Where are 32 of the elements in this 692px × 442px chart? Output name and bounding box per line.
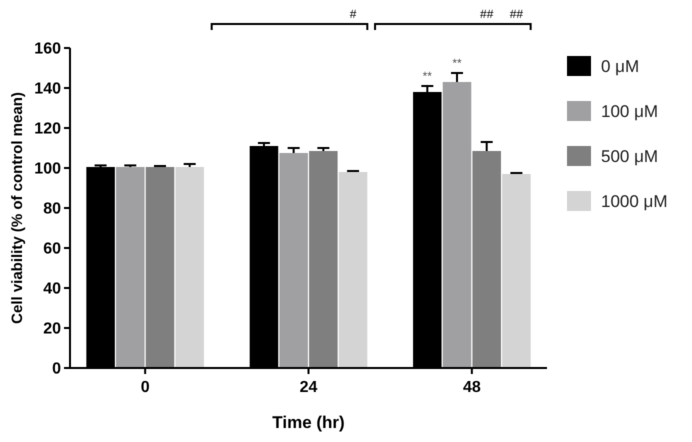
bar xyxy=(309,151,338,368)
bar xyxy=(175,167,204,368)
y-tick-label: 60 xyxy=(43,240,62,258)
y-tick-label: 160 xyxy=(34,40,62,58)
legend-label: 0 μM xyxy=(601,56,640,76)
text: # xyxy=(350,7,357,21)
y-tick-label: 0 xyxy=(52,360,62,378)
x-tick-label: 0 xyxy=(140,379,150,396)
x-tick-label: 48 xyxy=(462,379,481,396)
y-tick-label: 100 xyxy=(34,160,62,178)
bar xyxy=(502,174,531,368)
bar xyxy=(472,151,501,368)
text: ## xyxy=(480,7,494,21)
bar xyxy=(279,153,308,368)
y-tick-label: 140 xyxy=(34,80,62,98)
y-tick-label: 20 xyxy=(43,320,62,338)
annotation: ** xyxy=(422,69,432,83)
bar xyxy=(442,82,472,368)
legend-label: 1000 μM xyxy=(601,192,668,211)
y-tick-label: 40 xyxy=(43,280,62,298)
x-tick-label: 24 xyxy=(300,379,318,396)
y-axis-title: Cell viability (% of control mean) xyxy=(9,92,26,324)
legend-label: 500 μM xyxy=(601,146,658,166)
bar xyxy=(116,167,145,368)
bar xyxy=(338,172,368,368)
y-tick-label: 80 xyxy=(43,200,62,218)
text: ## xyxy=(510,7,524,21)
annotation: ** xyxy=(452,56,462,70)
x-axis-title: Time (hr) xyxy=(272,413,345,432)
legend-label: 100 μM xyxy=(601,102,658,121)
y-tick-label: 120 xyxy=(34,120,62,138)
bar xyxy=(146,167,174,368)
